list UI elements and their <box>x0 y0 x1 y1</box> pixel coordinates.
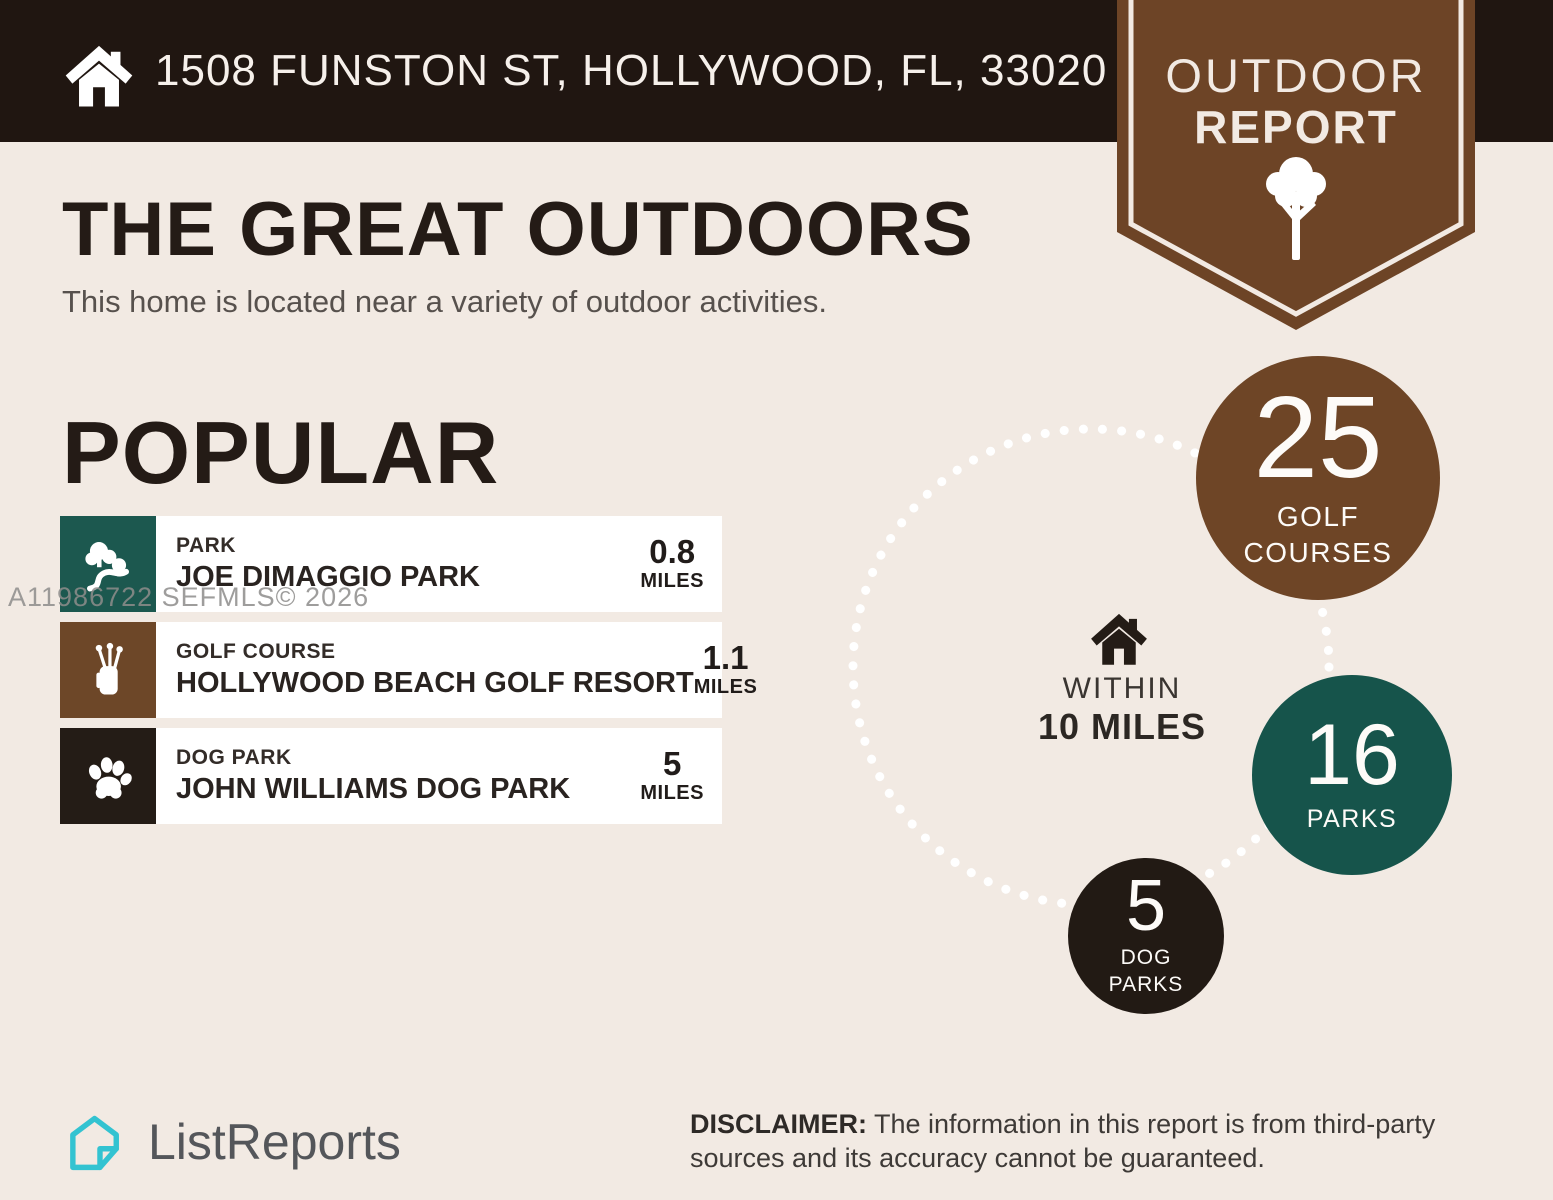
within-miles-label: 10 MILES <box>1037 706 1207 747</box>
mls-watermark: A11986722 SEFMLS© 2026 <box>8 582 370 612</box>
item-name: HOLLYWOOD BEACH GOLF RESORT <box>176 667 694 699</box>
stat-circle-parks: 16 PARKS <box>1252 675 1452 875</box>
disclaimer-label: DISCLAIMER: <box>690 1109 867 1139</box>
radius-dotted-ring <box>848 424 1334 910</box>
dog-park-icon-box <box>60 728 156 824</box>
golf-bag-icon <box>95 642 123 695</box>
badge-title-line1: OUTDOOR <box>1165 49 1427 102</box>
stat-label: DOG PARKS <box>1108 945 1184 996</box>
listreports-brand-name: ListReports <box>148 1114 401 1170</box>
within-label: WITHIN <box>1062 672 1182 705</box>
item-distance: 0.8 MILES <box>640 535 722 593</box>
golf-icon-box <box>60 622 156 718</box>
item-name: JOHN WILLIAMS DOG PARK <box>176 773 571 805</box>
stat-label: GOLF COURSES <box>1243 500 1393 569</box>
item-category: GOLF COURSE <box>176 640 336 663</box>
disclaimer-text: DISCLAIMER: The information in this repo… <box>690 1109 1436 1173</box>
item-distance: 5 MILES <box>640 747 722 805</box>
distance-unit: MILES <box>640 569 704 592</box>
page-subtitle: This home is located near a variety of o… <box>62 284 828 319</box>
popular-heading: POPULAR <box>62 403 500 502</box>
item-distance: 1.1 MILES <box>694 641 776 699</box>
stat-label: PARKS <box>1306 804 1398 833</box>
stat-value: 5 <box>1125 865 1167 946</box>
home-icon <box>65 45 133 107</box>
popular-list: PARK JOE DIMAGGIO PARK 0.8 MILES <box>60 516 757 834</box>
page-title: THE GREAT OUTDOORS <box>62 187 974 272</box>
item-category: DOG PARK <box>176 746 292 769</box>
item-category: PARK <box>176 534 236 557</box>
list-item-park: PARK JOE DIMAGGIO PARK 0.8 MILES <box>60 516 722 612</box>
distance-value: 1.1 <box>702 639 749 677</box>
list-item-dog-park: DOG PARK JOHN WILLIAMS DOG PARK 5 MILES <box>60 728 722 824</box>
paw-icon <box>88 757 132 799</box>
distance-value: 5 <box>663 745 682 783</box>
stat-value: 25 <box>1253 372 1383 503</box>
distance-value: 0.8 <box>649 533 696 571</box>
distance-unit: MILES <box>640 781 704 804</box>
stat-circle-golf-courses: 25 GOLF COURSES <box>1196 356 1440 600</box>
tree-icon <box>1266 157 1326 260</box>
park-icon-box <box>60 516 156 612</box>
property-address: 1508 FUNSTON ST, HOLLYWOOD, FL, 33020 <box>155 46 1108 95</box>
stat-circle-dog-parks: 5 DOG PARKS <box>1068 858 1224 1014</box>
stat-value: 16 <box>1304 706 1400 803</box>
list-item-golf-course: GOLF COURSE HOLLYWOOD BEACH GOLF RESORT … <box>60 622 757 718</box>
listreports-logo-icon <box>70 1115 119 1171</box>
distance-unit: MILES <box>693 675 758 698</box>
house-icon <box>1091 613 1147 665</box>
park-trees-icon <box>85 542 129 592</box>
badge-title-line2: REPORT <box>1194 101 1398 153</box>
item-name: JOE DIMAGGIO PARK <box>176 561 480 593</box>
outdoor-report-badge: OUTDOOR REPORT <box>1117 0 1475 334</box>
